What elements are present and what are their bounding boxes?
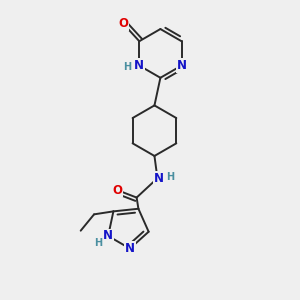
Text: N: N [154, 172, 164, 185]
Text: N: N [103, 230, 113, 242]
Text: N: N [134, 59, 144, 72]
Text: N: N [125, 242, 135, 255]
Text: H: H [123, 62, 131, 72]
Text: H: H [166, 172, 174, 182]
Text: O: O [118, 17, 128, 30]
Text: O: O [112, 184, 122, 196]
Text: H: H [94, 238, 102, 248]
Text: N: N [176, 59, 187, 72]
